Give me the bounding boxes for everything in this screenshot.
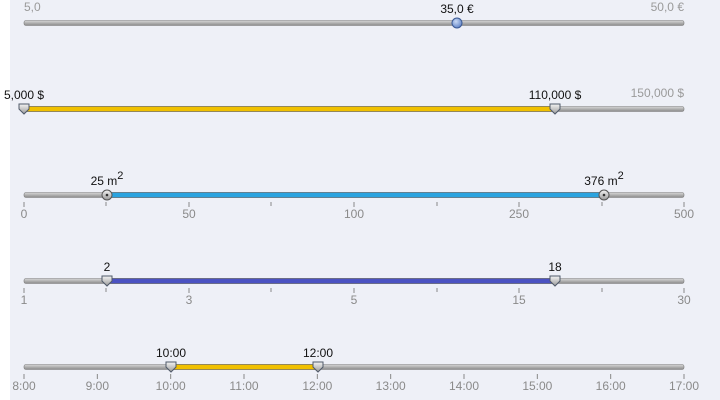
slider: 8:00 9:00 10:00 11:00 12:00 13:00 14:00 15:00 16… [12, 346, 699, 393]
handle[interactable] [549, 103, 561, 115]
label-sup: 2 [618, 170, 624, 182]
label-text: 25 m [91, 174, 118, 188]
tick-label: 10:00 [156, 379, 186, 393]
handle-label: 25 m2 [91, 170, 124, 188]
handle-label: 10:00 [156, 346, 186, 360]
range-fill [106, 278, 556, 284]
handle[interactable] [549, 275, 561, 287]
slider: 5,0 50,0 € 35,0 € [23, 0, 685, 29]
handle-dot [105, 193, 109, 197]
max-label: 50,0 € [651, 0, 685, 14]
handle-label: 110,000 $ [529, 88, 582, 102]
tick-label: 1 [21, 293, 28, 307]
range-fill [170, 364, 319, 370]
label-sup: 2 [117, 170, 123, 182]
handle-dot [602, 193, 606, 197]
tick-label: 30 [677, 293, 691, 307]
range-fill [23, 106, 556, 112]
handle-label: 376 m2 [584, 170, 623, 188]
handle-label: 2 [104, 260, 111, 274]
min-label: 5,0 [24, 0, 41, 14]
track [23, 20, 685, 26]
slider: 150,000 $ 5,000 $ 110,000 $ [4, 86, 685, 115]
tick-label: 13:00 [376, 379, 406, 393]
tick-label: 11:00 [229, 379, 258, 393]
tick-label: 16:00 [596, 379, 626, 393]
handle[interactable] [451, 17, 463, 29]
max-label: 150,000 $ [631, 86, 685, 100]
tick-label: 15 [512, 293, 526, 307]
tick-label: 8:00 [12, 379, 36, 393]
tick-label: 12:00 [302, 379, 332, 393]
tick-label: 100 [344, 207, 364, 221]
tick-label: 3 [186, 293, 193, 307]
handle-label: 18 [548, 260, 562, 274]
track [23, 364, 685, 370]
left-strip [0, 0, 10, 400]
handle[interactable] [18, 103, 30, 115]
background [10, 0, 720, 400]
tick-label: 9:00 [86, 379, 110, 393]
tick-label: 15:00 [522, 379, 552, 393]
range-fill [106, 192, 605, 198]
tick-label: 500 [674, 207, 694, 221]
tick-label: 50 [182, 207, 196, 221]
slider: 1 3 5 15 30 2 18 [21, 260, 691, 307]
handle-label: 35,0 € [440, 2, 474, 16]
label-text: 376 m [584, 174, 617, 188]
handle[interactable] [312, 361, 324, 373]
tick-label: 0 [21, 207, 28, 221]
tick-label: 250 [509, 207, 529, 221]
tick-label: 14:00 [449, 379, 479, 393]
handle[interactable] [101, 275, 113, 287]
handle-label: 5,000 $ [4, 88, 44, 102]
tick-label: 17:00 [669, 379, 699, 393]
handle-label: 12:00 [303, 346, 333, 360]
tick-label: 5 [351, 293, 358, 307]
handle[interactable] [165, 361, 177, 373]
